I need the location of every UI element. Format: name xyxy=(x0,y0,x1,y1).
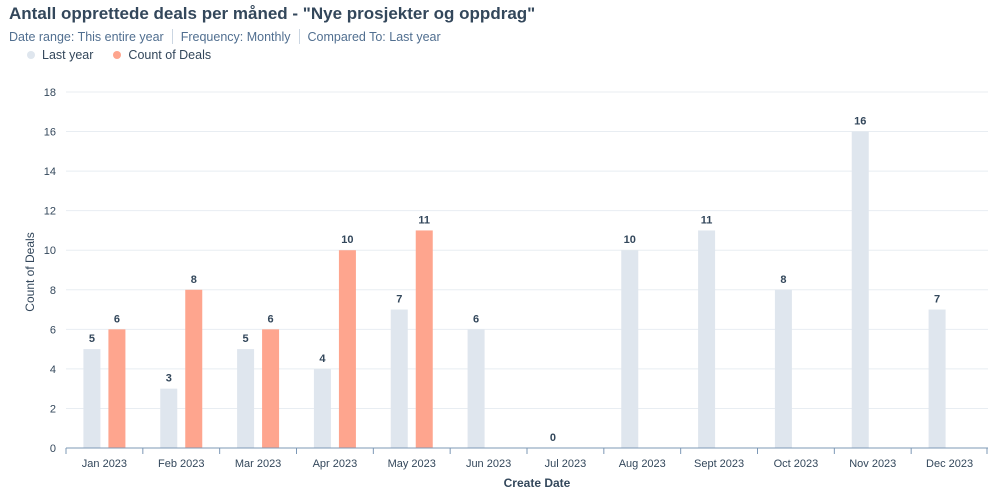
data-label: 10 xyxy=(624,234,636,246)
x-tick-label: Dec 2023 xyxy=(926,458,973,470)
x-tick-label: Nov 2023 xyxy=(849,458,896,470)
bar-last-year xyxy=(698,230,716,448)
data-label: 8 xyxy=(780,274,786,286)
data-labels: 5 6 3 8 5 6 4 10 7 11 6 0 10 11 8 16 7 xyxy=(89,116,940,444)
bar-last-year xyxy=(467,329,485,448)
data-label: 6 xyxy=(114,313,120,325)
y-tick-label: 16 xyxy=(44,127,56,139)
bar-last-year xyxy=(313,368,331,448)
bar-count-of-deals xyxy=(262,329,280,448)
date-range-filter[interactable]: Date range: This entire year xyxy=(9,29,164,44)
bar-count-of-deals xyxy=(185,289,203,448)
y-tick-label: 0 xyxy=(50,443,56,455)
data-label: 7 xyxy=(934,294,940,306)
x-tick-label: Sept 2023 xyxy=(694,458,744,470)
report-filters: Date range: This entire year Frequency: … xyxy=(9,29,441,44)
y-axis-title: Count of Deals xyxy=(23,232,37,311)
chart-legend: Last year Count of Deals xyxy=(27,48,231,62)
chart-title: Antall opprettede deals per måned - "Nye… xyxy=(9,4,536,23)
x-tick-label: Apr 2023 xyxy=(313,458,358,470)
data-label: 10 xyxy=(341,234,353,246)
grid-lines xyxy=(66,91,988,409)
bar-last-year xyxy=(160,388,178,448)
divider xyxy=(298,29,300,44)
axes: 0 2 4 6 8 10 12 14 16 18 Jan 2023 Feb 2023 Mar 2023 A… xyxy=(23,87,988,490)
x-axis-title: Create Date xyxy=(504,476,571,490)
data-label: 5 xyxy=(243,333,249,345)
x-tick-label: Feb 2023 xyxy=(158,458,204,470)
bar-last-year xyxy=(237,349,255,448)
y-tick-label: 14 xyxy=(44,166,56,178)
data-label: 4 xyxy=(319,353,326,365)
x-tick-label: Jan 2023 xyxy=(82,458,127,470)
y-tick-label: 18 xyxy=(44,87,56,99)
y-tick-label: 8 xyxy=(50,285,56,297)
bar-last-year xyxy=(390,309,408,448)
data-label: 0 xyxy=(550,432,556,444)
bar-last-year xyxy=(621,250,639,448)
bar-count-of-deals xyxy=(415,230,433,448)
x-tick-label: May 2023 xyxy=(388,458,436,470)
x-tick-label: Oct 2023 xyxy=(774,458,819,470)
x-tick-label: Jul 2023 xyxy=(545,458,587,470)
x-tick-label: Jun 2023 xyxy=(466,458,511,470)
legend-dot-icon xyxy=(27,51,35,59)
y-tick-label: 2 xyxy=(50,403,56,415)
data-label: 11 xyxy=(701,214,713,226)
compared-to-filter[interactable]: Compared To: Last year xyxy=(307,29,441,44)
data-label: 7 xyxy=(396,294,402,306)
legend-item-last-year[interactable]: Last year xyxy=(27,48,93,62)
legend-dot-icon xyxy=(113,51,122,59)
bar-count-of-deals xyxy=(108,329,126,448)
data-label: 5 xyxy=(89,333,95,345)
y-tick-label: 12 xyxy=(44,206,56,218)
data-label: 11 xyxy=(418,214,430,226)
data-label: 3 xyxy=(166,373,172,385)
frequency-filter[interactable]: Frequency: Monthly xyxy=(180,29,291,44)
bar-last-year xyxy=(774,289,792,448)
divider xyxy=(171,29,173,44)
bar-last-year xyxy=(928,309,946,448)
y-tick-label: 6 xyxy=(50,324,56,336)
data-label: 6 xyxy=(473,313,479,325)
y-tick-label: 4 xyxy=(50,364,56,376)
data-label: 6 xyxy=(268,313,274,325)
legend-item-count-of-deals[interactable]: Count of Deals xyxy=(113,48,211,62)
bars xyxy=(83,131,946,449)
data-label: 16 xyxy=(854,116,866,128)
x-tick-label: Aug 2023 xyxy=(619,458,666,470)
bar-count-of-deals xyxy=(338,250,356,448)
bar-last-year xyxy=(83,349,101,448)
legend-label: Count of Deals xyxy=(128,48,212,62)
y-tick-label: 10 xyxy=(44,245,56,257)
data-label: 8 xyxy=(191,274,197,286)
legend-label: Last year xyxy=(42,48,94,62)
x-tick-label: Mar 2023 xyxy=(235,458,281,470)
bar-last-year xyxy=(851,131,869,449)
